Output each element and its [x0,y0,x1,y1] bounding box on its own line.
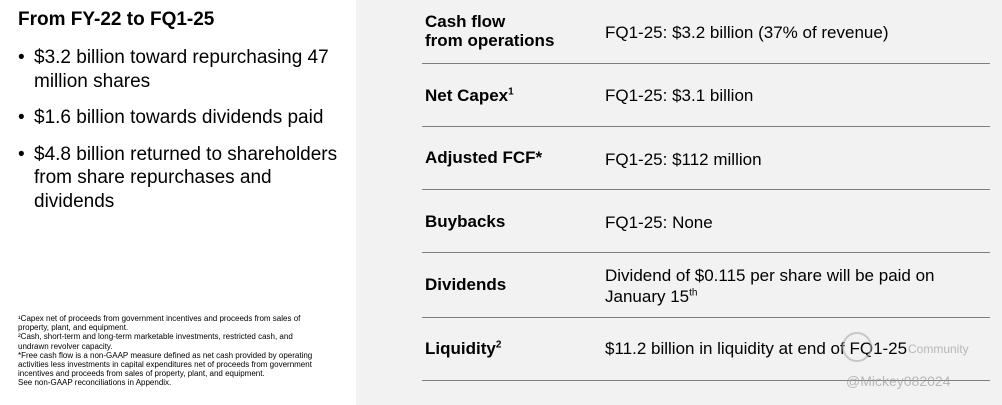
row-label-dividends: Dividends [425,275,507,294]
watermark-community: Community [908,342,969,356]
bullet-marker: • [18,143,25,165]
row-value-adjusted-fcf: FQ1-25: $112 million [605,150,762,169]
row-label-liquidity: Liquidity2 [425,339,502,358]
footnote-liquidity: ²Cash, short-term and long-term marketab… [18,332,293,351]
section-heading: From FY-22 to FQ1-25 [18,9,215,30]
bullet-text: $3.2 billion toward repurchasing 47 mill… [34,47,329,92]
footnote-reconciliation: See non-GAAP reconciliations in Appendix… [18,378,172,388]
row-value-dividends: Dividend of $0.115 per share will be pai… [605,266,935,306]
row-label-cash-flow: Cash flow from operations [425,12,555,50]
right-panel [356,0,1002,405]
bullet-list: • $3.2 billion toward repurchasing 47 mi… [18,46,338,226]
row-label-net-capex: Net Capex1 [425,86,514,105]
footnote-fcf: *Free cash flow is a non-GAAP measure de… [18,350,313,379]
left-panel: From FY-22 to FQ1-25 • $3.2 billion towa… [0,0,356,405]
row-label-buybacks: Buybacks [425,212,506,231]
row-divider [422,252,990,253]
row-divider [422,189,990,190]
row-value-net-capex: FQ1-25: $3.1 billion [605,86,754,105]
bullet-item: • $1.6 billion towards dividends paid [18,106,338,130]
bullet-marker: • [18,107,25,128]
row-divider [422,380,990,381]
row-divider [422,126,990,127]
row-value-liquidity: $11.2 billion in liquidity at end of FQ1… [605,339,908,358]
bullet-text: $4.8 billion returned to shareholders fr… [34,143,338,212]
row-value-buybacks: FQ1-25: None [605,213,713,232]
row-divider [422,63,990,64]
footnote-capex: ¹Capex net of proceeds from government i… [18,314,301,333]
community-logo-icon [842,332,872,362]
footnotes: ¹Capex net of proceeds from government i… [18,314,318,388]
bullet-item: • $4.8 billion returned to shareholders … [18,143,338,214]
bullet-text: $1.6 billion towards dividends paid [34,107,324,128]
bullet-item: • $3.2 billion toward repurchasing 47 mi… [18,46,338,93]
row-divider [422,317,990,318]
row-value-cash-flow: FQ1-25: $3.2 billion (37% of revenue) [605,23,889,42]
watermark-handle: @Mickey082024 [846,373,951,389]
watermark: Community @Mickey082024 [842,332,992,396]
row-label-adjusted-fcf: Adjusted FCF* [425,148,543,167]
bullet-marker: • [18,47,25,68]
